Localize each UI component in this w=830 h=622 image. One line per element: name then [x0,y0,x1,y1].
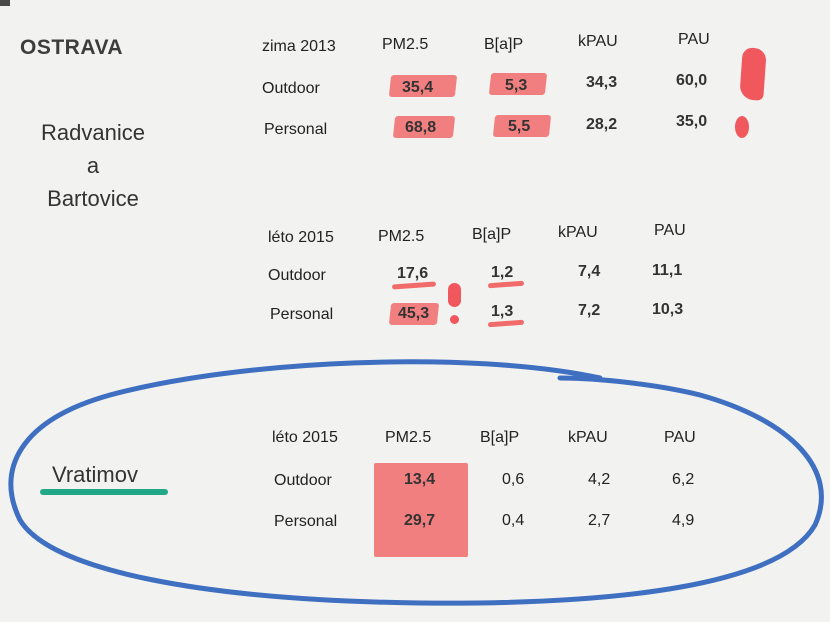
table2-col-pm25: PM2.5 [378,228,425,245]
exclamation-mark-dot [735,116,749,138]
exclamation-mark-small-dot [450,315,459,324]
table3-row-outdoor: Outdoor [274,472,332,489]
table2-personal-bap: 1,3 [491,303,514,320]
table3-outdoor-bap: 0,6 [502,471,525,488]
table2-outdoor-bap: 1,2 [491,264,514,281]
table3-col-bap: B[a]P [480,429,520,446]
table2-personal-pau: 10,3 [652,301,684,318]
table3-personal-kpau: 2,7 [588,512,611,529]
table3-outdoor-pm25: 13,4 [404,471,436,488]
table3-col-kpau: kPAU [568,429,608,446]
table3-outdoor-kpau: 4,2 [588,471,611,488]
table1-personal-pm25: 68,8 [405,119,437,136]
table3-personal-bap: 0,4 [502,512,525,529]
exclamation-mark-bar [739,47,767,101]
table2-outdoor-pau: 11,1 [652,262,683,279]
table1-col-pm25: PM2.5 [382,36,429,53]
table3-row-personal: Personal [274,513,338,530]
table2-outdoor-pm25: 17,6 [397,265,429,282]
highlight-t3-pm25 [374,463,468,557]
table2-col-bap: B[a]P [472,226,512,243]
city-title: OSTRAVA [20,36,124,59]
table1-personal-pau: 35,0 [676,113,708,130]
table1-outdoor-kpau: 34,3 [586,74,618,91]
table1-period: zima 2013 [262,38,336,55]
vratimov-underline [40,489,168,495]
table1-personal-kpau: 28,2 [586,116,618,133]
table2-col-kpau: kPAU [558,224,598,241]
table2-row-outdoor: Outdoor [268,267,326,284]
location-line-3: Bartovice [47,186,139,211]
table2-personal-kpau: 7,2 [578,302,601,319]
corner-mark [0,0,10,6]
location-line-2: a [86,153,100,178]
table1-outdoor-pau: 60,0 [676,72,708,89]
table2-personal-pm25: 45,3 [398,305,430,322]
location-vratimov: Vratimov [52,462,138,487]
table1-outdoor-bap: 5,3 [505,77,528,94]
table2-row-personal: Personal [270,306,334,323]
location-line-1: Radvanice [41,120,145,145]
table1-row-personal: Personal [264,121,328,138]
table3-period: léto 2015 [272,429,338,446]
table3-outdoor-pau: 6,2 [672,471,695,488]
table3-col-pau: PAU [664,429,696,446]
table1-col-bap: B[a]P [484,36,524,53]
table3-col-pm25: PM2.5 [385,429,432,446]
exclamation-mark-small-bar [448,283,461,307]
location-radvanice: Radvanice a Bartovice [18,116,168,215]
table1-col-pau: PAU [678,31,710,48]
table2-col-pau: PAU [654,222,686,239]
table2-outdoor-kpau: 7,4 [578,263,601,280]
table3-personal-pau: 4,9 [672,512,695,529]
table1-col-kpau: kPAU [578,33,618,50]
table1-outdoor-pm25: 35,4 [402,79,434,96]
table3-personal-pm25: 29,7 [404,512,436,529]
table1-personal-bap: 5,5 [508,118,531,135]
table2-period: léto 2015 [268,229,334,246]
table1-row-outdoor: Outdoor [262,80,320,97]
